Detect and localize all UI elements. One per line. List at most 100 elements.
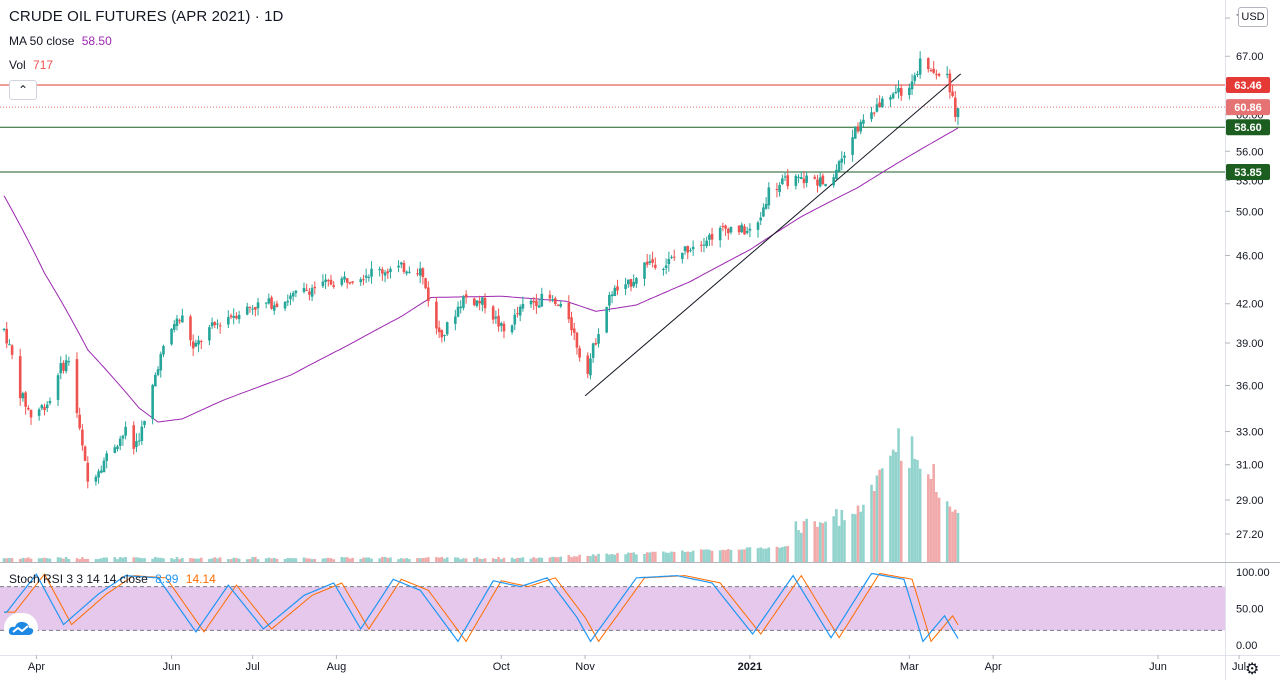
volume-bar: [937, 497, 941, 562]
ma-value: 58.50: [81, 34, 112, 48]
candle-body: [81, 429, 84, 446]
candle-body: [267, 298, 271, 304]
candle-body: [86, 462, 90, 482]
candle-body: [397, 265, 400, 268]
candle-body: [643, 262, 646, 279]
candle-body: [291, 292, 295, 297]
currency-button[interactable]: USD: [1238, 7, 1268, 27]
candle-body: [597, 334, 600, 344]
candle-body: [837, 161, 841, 172]
candle-body: [170, 328, 173, 345]
volume-bar: [494, 558, 498, 562]
volume-bar: [199, 557, 203, 562]
volume-bar: [854, 514, 857, 562]
candle-body: [67, 361, 71, 363]
volume-bar: [610, 554, 614, 562]
stoch-legend[interactable]: Stoch RSI 3 3 14 14 close 8.99 14.14: [9, 572, 216, 586]
tradingview-logo[interactable]: [4, 613, 38, 643]
volume-bar: [513, 558, 517, 562]
candle-body: [762, 207, 765, 217]
volume-bar: [162, 558, 165, 562]
volume-bar: [175, 557, 179, 562]
stoch-d-line: [4, 572, 959, 643]
candle-body: [748, 228, 752, 231]
volume-bar: [556, 557, 560, 562]
ma-legend[interactable]: MA 50 close 58.50: [9, 34, 112, 48]
candle-body: [213, 322, 217, 326]
candle-body: [94, 476, 98, 482]
volume-legend[interactable]: Vol 717: [9, 58, 53, 72]
volume-bar: [283, 558, 287, 562]
candle-body: [778, 185, 781, 193]
collapse-legend-button[interactable]: ⌃: [9, 80, 37, 100]
candle-body: [172, 324, 176, 330]
candle-body: [135, 441, 138, 448]
candle-body: [59, 363, 63, 374]
volume-bar: [597, 553, 600, 562]
candle-body: [359, 279, 363, 283]
candle-body: [953, 97, 957, 117]
candle-body: [935, 73, 938, 75]
candle-body: [624, 284, 627, 290]
volume-bar: [624, 554, 627, 562]
candle-body: [402, 263, 406, 272]
volume-bar: [132, 557, 136, 562]
volume-bar: [837, 525, 841, 562]
candle-body: [8, 344, 11, 346]
candle-body: [175, 318, 179, 327]
candle-body: [567, 302, 571, 320]
volume-bar: [794, 521, 798, 562]
volume-bar: [613, 554, 617, 562]
volume-bar: [664, 552, 668, 562]
candle-body: [521, 303, 525, 309]
horizontal-levels[interactable]: [0, 84, 1225, 173]
candle-body: [218, 325, 222, 327]
candle-body: [559, 303, 563, 307]
volume-bar: [102, 557, 106, 562]
volume-bar: [435, 557, 438, 562]
candle-body: [351, 281, 354, 283]
candle-body: [918, 58, 922, 75]
volume-bar: [572, 556, 576, 562]
volume-bars: [2, 428, 960, 562]
candle-body: [329, 279, 333, 285]
candle-body: [264, 302, 268, 304]
volume-bar: [59, 557, 63, 562]
candle-body: [708, 234, 711, 240]
volume-bar: [559, 556, 563, 562]
volume-bar: [551, 556, 554, 562]
candle-body: [681, 252, 684, 259]
candle-body: [248, 306, 252, 308]
volume-bar: [745, 547, 749, 562]
volume-bar: [329, 558, 333, 562]
candle-body: [843, 155, 846, 158]
volume-bar: [118, 557, 122, 562]
volume-bar: [767, 547, 771, 562]
volume-bar: [699, 549, 703, 562]
candle-body: [608, 294, 611, 306]
trendline[interactable]: [584, 73, 962, 397]
volume-bar: [899, 460, 903, 562]
candle-body: [405, 271, 408, 274]
candle-body: [805, 175, 808, 183]
volume-bar: [402, 558, 406, 562]
candle-body: [537, 305, 541, 308]
volume-bar: [248, 558, 252, 562]
candle-body: [889, 97, 892, 100]
candle-body: [929, 70, 933, 72]
candle-body: [302, 288, 306, 292]
candle-body: [689, 250, 692, 252]
candle-body: [832, 177, 835, 186]
candle-body: [875, 104, 879, 112]
volume-bar: [913, 458, 917, 562]
vol-value: 717: [33, 58, 54, 72]
volume-bar: [783, 546, 787, 562]
candle-body: [532, 300, 535, 303]
volume-bar: [608, 554, 611, 562]
volume-bar: [872, 491, 876, 562]
stoch-band: [0, 586, 1225, 631]
candle-body: [210, 322, 214, 327]
candle-body: [851, 137, 854, 155]
gear-icon[interactable]: ⚙: [1245, 661, 1260, 678]
